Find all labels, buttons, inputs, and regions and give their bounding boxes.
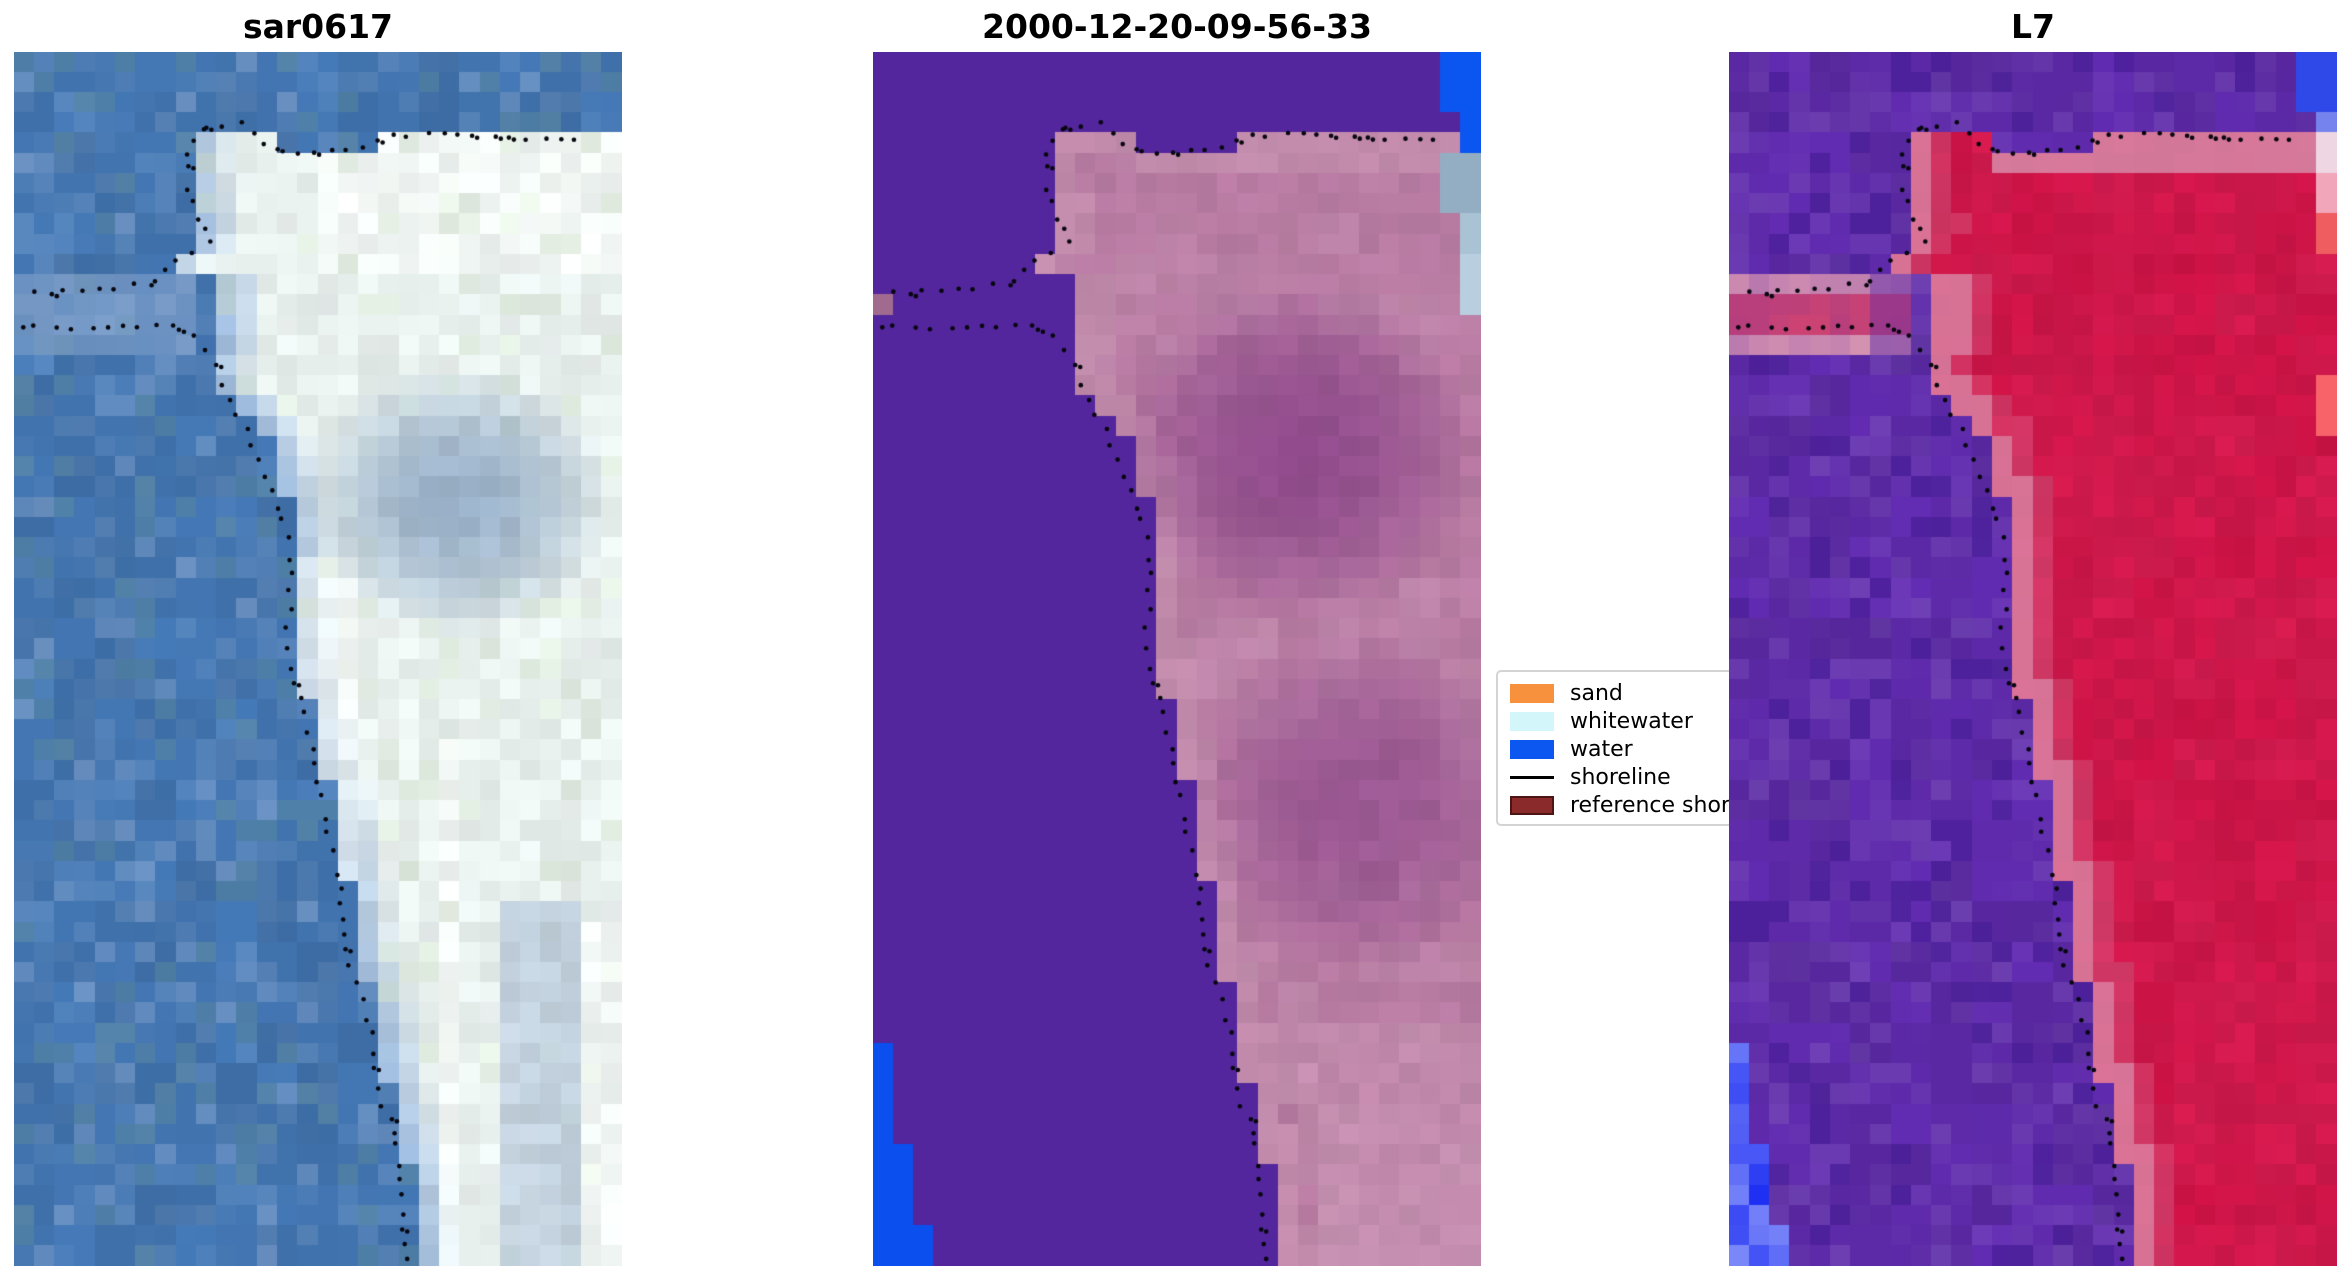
panel-classified <box>873 52 1481 1266</box>
legend-label-whitewater: whitewater <box>1570 708 1693 734</box>
sar-image <box>14 52 622 1266</box>
panel-title-sar: sar0617 <box>242 7 394 46</box>
legend-row-shoreline: shoreline <box>1510 763 1742 791</box>
legend-row-sand: sand <box>1510 679 1742 707</box>
whitewater-swatch <box>1510 711 1554 731</box>
panel-title-l7: L7 <box>2011 7 2055 46</box>
classified-image <box>873 52 1481 1266</box>
shoreline-line-swatch <box>1510 775 1554 779</box>
legend-label-water: water <box>1570 736 1633 762</box>
legend-box: sand whitewater water shoreline referenc… <box>1496 670 1744 826</box>
legend-label-reference-shoreline: reference shoreline <box>1570 792 1742 818</box>
legend-row-water: water <box>1510 735 1742 763</box>
legend-label-shoreline: shoreline <box>1570 764 1671 790</box>
panel-landsat <box>1729 52 2337 1266</box>
panel-title-date: 2000-12-20-09-56-33 <box>982 7 1372 46</box>
landsat-image <box>1729 52 2337 1266</box>
water-swatch <box>1510 739 1554 759</box>
reference-shoreline-swatch <box>1510 795 1554 815</box>
panel-sar <box>14 52 622 1266</box>
legend-row-reference-shoreline: reference shoreline <box>1510 791 1742 819</box>
legend-label-sand: sand <box>1570 680 1623 706</box>
sand-swatch <box>1510 683 1554 703</box>
legend-row-whitewater: whitewater <box>1510 707 1742 735</box>
